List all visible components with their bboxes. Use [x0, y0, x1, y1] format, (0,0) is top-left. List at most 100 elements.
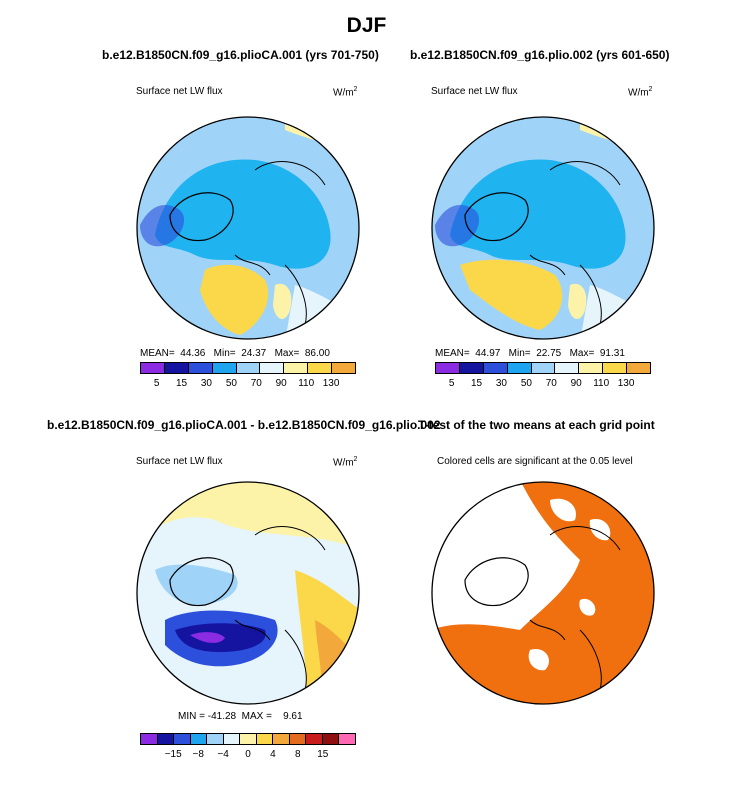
- panel-1-variable: Surface net LW flux: [136, 86, 223, 97]
- colorbar-swatch: [627, 363, 651, 373]
- panel-1-units: W/m2: [333, 86, 358, 99]
- panel-3-stats: MIN = -41.28 MAX = 9.61: [178, 711, 303, 722]
- tick: 15: [470, 378, 483, 389]
- colorbar-swatch: [555, 363, 580, 373]
- colorbar-swatch: [603, 363, 628, 373]
- greenland-region: [140, 205, 185, 247]
- colorbar-swatch: [260, 363, 285, 373]
- warm-anomaly-region: [200, 264, 269, 335]
- colorbar-swatch: [531, 363, 556, 373]
- tick: 5: [448, 378, 455, 389]
- coastline-2: [529, 526, 621, 691]
- panel-2-variable: Surface net LW flux: [431, 86, 518, 97]
- panel-4-title: T-test of the two means at each grid poi…: [418, 418, 655, 432]
- tick: 50: [520, 378, 532, 389]
- tick: 8: [295, 749, 301, 760]
- greenland-region: [435, 205, 480, 247]
- tick: 90: [275, 378, 287, 389]
- tick: 110: [593, 378, 610, 389]
- tick: 0: [245, 749, 251, 760]
- colorbar-swatch: [141, 363, 165, 373]
- map-border: [431, 481, 655, 705]
- tick: 15: [175, 378, 188, 389]
- tick: 50: [225, 378, 237, 389]
- arctic-low-flux-region: [155, 159, 331, 269]
- colorbar-swatch: [190, 734, 208, 744]
- colorbar-swatch: [174, 734, 191, 744]
- map-border: [136, 116, 360, 340]
- tick: 70: [545, 378, 557, 389]
- tick: −15: [164, 749, 182, 760]
- tick: −8: [192, 749, 204, 760]
- tick: 4: [270, 749, 276, 760]
- coastline: [464, 192, 529, 242]
- panel-2-colorbar-ticks: 5 15 30 50 70 90 110 130: [435, 378, 651, 392]
- tick: 70: [250, 378, 262, 389]
- panel-2-map: [431, 116, 655, 340]
- tick: 30: [200, 378, 212, 389]
- colorbar-swatch: [273, 734, 290, 744]
- colorbar-swatch: [339, 734, 355, 744]
- colorbar-swatch: [236, 363, 261, 373]
- colorbar-swatch: [157, 734, 175, 744]
- tick: 90: [570, 378, 582, 389]
- map-border: [136, 481, 360, 705]
- arctic-low-flux-region: [450, 159, 626, 269]
- panel-3-variable: Surface net LW flux: [136, 456, 223, 467]
- panel-2-title: b.e12.B1850CN.f09_g16.plio.002 (yrs 601-…: [410, 48, 670, 62]
- colorbar-swatch: [507, 363, 532, 373]
- colorbar-swatch: [483, 363, 508, 373]
- panel-1-map: [136, 116, 360, 340]
- panel-3-colorbar: [140, 733, 356, 745]
- colorbar-swatch: [141, 734, 158, 744]
- panel-3-units: W/m2: [333, 456, 358, 469]
- panel-3-colorbar-ticks: −15 −8 −4 0 4 8 15: [140, 749, 356, 763]
- panel-1-colorbar-ticks: 5 15 30 50 70 90 110 130: [140, 378, 356, 392]
- coastline-2: [529, 161, 621, 326]
- colorbar-swatch: [212, 363, 237, 373]
- warm-anomaly-region-2: [273, 283, 292, 320]
- warm-anomaly-region-2: [568, 283, 587, 320]
- colorbar-swatch: [459, 363, 484, 373]
- coastline-2: [234, 526, 326, 691]
- colorbar-swatch: [207, 734, 224, 744]
- panel-4-map: [431, 481, 655, 705]
- colorbar-swatch: [256, 734, 274, 744]
- min-region: [190, 632, 225, 643]
- figure-title: DJF: [346, 14, 387, 37]
- map-border: [431, 116, 655, 340]
- tick: 130: [322, 378, 340, 389]
- panel-1-title: b.e12.B1850CN.f09_g16.plioCA.001 (yrs 70…: [102, 48, 379, 62]
- colorbar-swatch: [579, 363, 604, 373]
- colorbar-swatch: [308, 363, 333, 373]
- panel-2-stats: MEAN= 44.97 Min= 22.75 Max= 91.31: [435, 348, 625, 359]
- panel-3-title: b.e12.B1850CN.f09_g16.plioCA.001 - b.e12…: [47, 418, 441, 432]
- colorbar-swatch: [164, 363, 189, 373]
- tick: 130: [617, 378, 635, 389]
- negative-diff-region: [155, 564, 238, 605]
- nonsignificant-patches: [528, 498, 611, 671]
- tick: 110: [298, 378, 315, 389]
- panel-1-colorbar: [140, 362, 356, 374]
- colorbar-swatch: [322, 734, 340, 744]
- coastline: [169, 557, 234, 607]
- colorbar-swatch: [240, 734, 257, 744]
- panel-2-colorbar: [435, 362, 651, 374]
- tick: 5: [153, 378, 160, 389]
- colorbar-swatch: [289, 734, 307, 744]
- coastline: [464, 557, 529, 607]
- colorbar-swatch: [188, 363, 213, 373]
- warm-anomaly-region: [460, 259, 563, 330]
- panel-4-subtitle: Colored cells are significant at the 0.0…: [437, 456, 633, 467]
- tick: −4: [217, 749, 229, 760]
- colorbar-swatch: [284, 363, 309, 373]
- colorbar-swatch: [332, 363, 356, 373]
- panel-2-units: W/m2: [628, 86, 653, 99]
- colorbar-swatch: [223, 734, 241, 744]
- coastline-2: [234, 161, 326, 326]
- tick: 30: [495, 378, 507, 389]
- panel-3-map: [136, 481, 360, 705]
- colorbar-swatch: [436, 363, 460, 373]
- tick: 15: [317, 749, 329, 760]
- colorbar-swatch: [306, 734, 323, 744]
